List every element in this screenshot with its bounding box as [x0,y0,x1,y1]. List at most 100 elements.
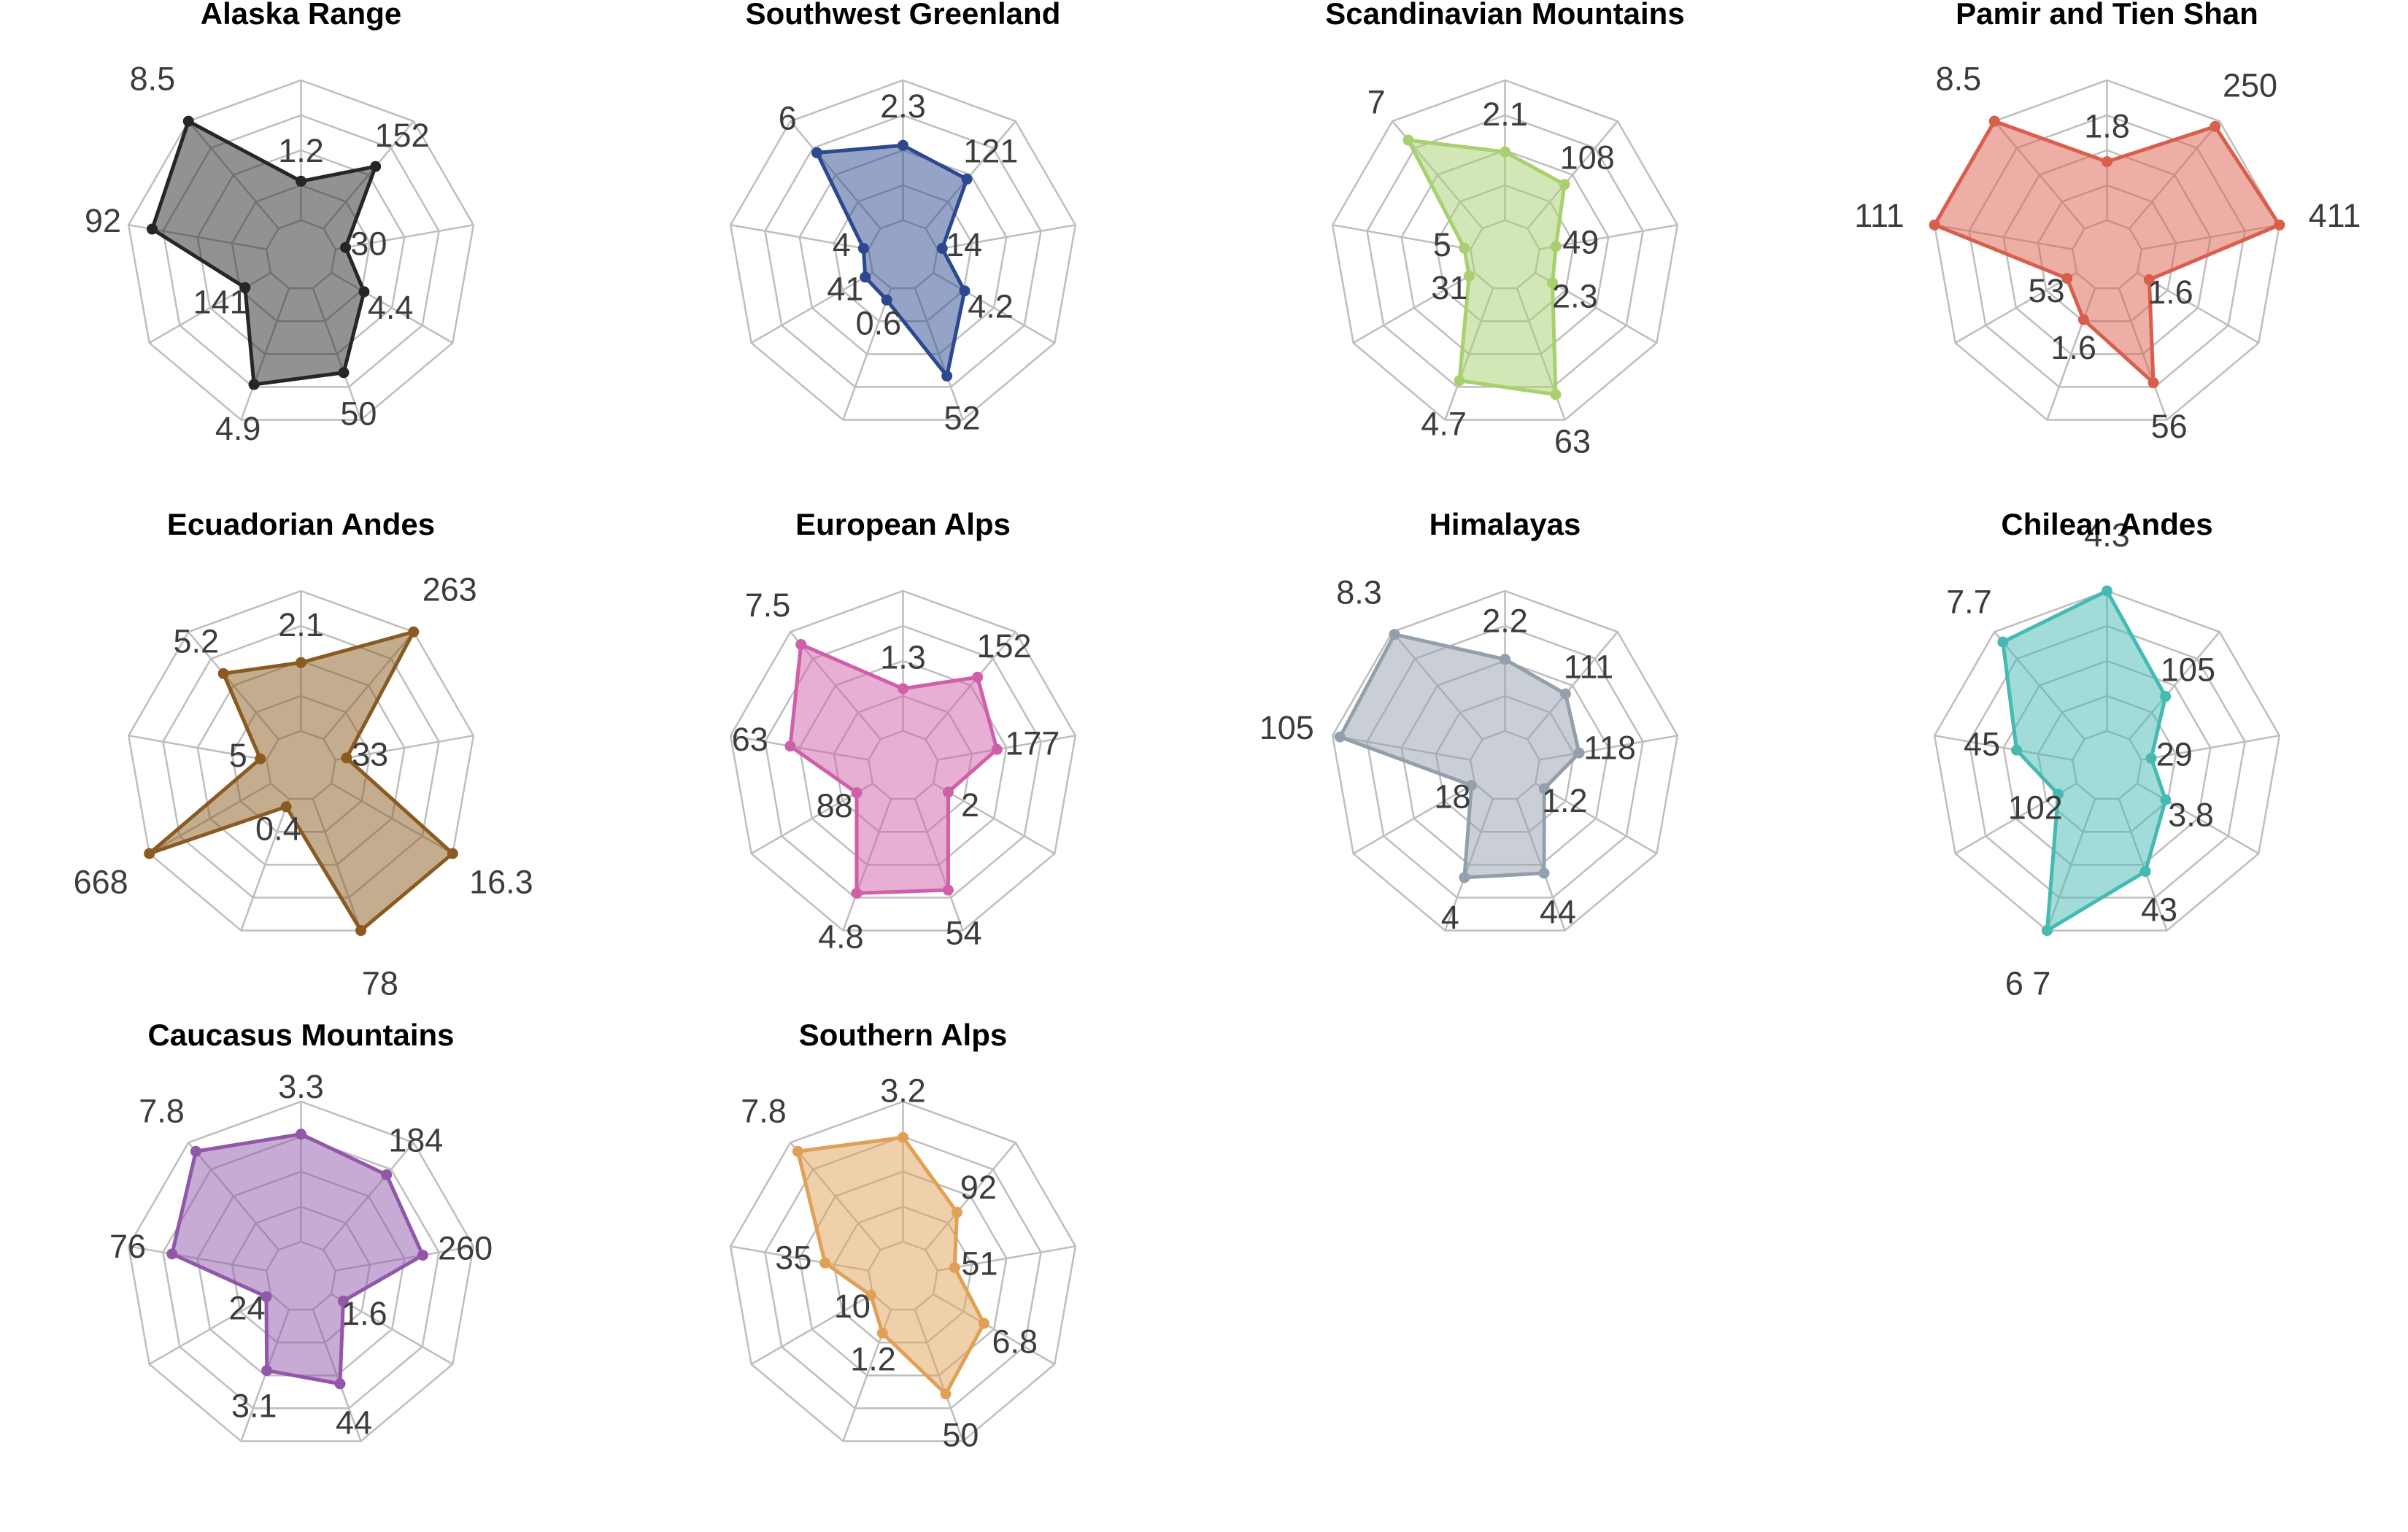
svg-text:44: 44 [336,1404,372,1441]
svg-text:4.3: 4.3 [2084,517,2130,554]
svg-text:45: 45 [1964,726,2000,763]
svg-text:10: 10 [834,1288,871,1325]
svg-text:2.2: 2.2 [1482,602,1528,639]
svg-text:Southern Alps: Southern Alps [799,1018,1007,1052]
svg-text:1.2: 1.2 [1542,782,1588,819]
svg-text:152: 152 [374,117,429,154]
svg-text:177: 177 [1005,725,1060,762]
svg-text:668: 668 [74,863,128,900]
svg-text:54: 54 [946,914,982,951]
svg-text:7.8: 7.8 [741,1092,787,1129]
svg-text:50: 50 [340,395,377,433]
svg-text:4.2: 4.2 [968,287,1014,325]
svg-text:5: 5 [229,737,247,774]
svg-text:2.3: 2.3 [1552,277,1598,314]
svg-text:76: 76 [109,1228,146,1265]
svg-text:1.6: 1.6 [341,1295,387,1332]
svg-text:88: 88 [817,787,853,824]
svg-text:51: 51 [961,1245,997,1282]
svg-text:2.1: 2.1 [1482,96,1528,133]
svg-text:102: 102 [2008,789,2063,827]
svg-text:43: 43 [2141,891,2177,928]
svg-text:7.8: 7.8 [139,1092,185,1129]
svg-text:5.2: 5.2 [173,623,219,660]
svg-text:263: 263 [422,570,477,608]
svg-text:31: 31 [1431,269,1467,306]
svg-text:1.8: 1.8 [2084,108,2130,145]
svg-text:108: 108 [1560,139,1615,177]
svg-text:3.2: 3.2 [880,1072,926,1110]
svg-text:5: 5 [1433,226,1451,263]
svg-text:53: 53 [2028,272,2064,309]
svg-text:1.2: 1.2 [850,1341,896,1378]
svg-text:European Alps: European Alps [795,507,1011,541]
svg-text:35: 35 [775,1239,811,1276]
svg-text:184: 184 [388,1122,443,1159]
svg-text:Himalayas: Himalayas [1429,507,1581,541]
svg-text:1.6: 1.6 [2050,329,2096,366]
svg-text:Ecuadorian Andes: Ecuadorian Andes [167,507,435,541]
svg-text:8.3: 8.3 [1336,574,1382,611]
svg-text:8.5: 8.5 [1936,60,1982,97]
svg-text:6.8: 6.8 [992,1323,1038,1360]
svg-text:4.8: 4.8 [818,918,864,956]
svg-text:3.1: 3.1 [231,1387,277,1424]
svg-text:14: 14 [946,226,982,263]
svg-text:111: 111 [1564,649,1613,686]
svg-text:118: 118 [1583,730,1636,767]
svg-text:0.6: 0.6 [856,304,902,341]
svg-text:16.3: 16.3 [469,863,533,900]
svg-text:4: 4 [833,226,851,263]
svg-text:41: 41 [827,271,863,308]
svg-text:1.3: 1.3 [880,639,926,676]
svg-text:24: 24 [228,1290,265,1327]
svg-text:Alaska Range: Alaska Range [201,0,401,31]
svg-text:92: 92 [960,1169,997,1206]
svg-text:3.3: 3.3 [278,1068,324,1105]
svg-text:105: 105 [2161,651,2215,689]
svg-text:111: 111 [1854,197,1904,234]
svg-text:52: 52 [943,399,980,436]
svg-text:6: 6 [779,99,797,136]
svg-text:50: 50 [942,1417,979,1454]
svg-text:Scandinavian Mountains: Scandinavian Mountains [1325,0,1684,31]
svg-text:4.4: 4.4 [368,289,414,326]
svg-text:4.9: 4.9 [215,410,261,447]
svg-text:2: 2 [961,786,979,824]
svg-text:Pamir and Tien Shan: Pamir and Tien Shan [1956,0,2258,31]
svg-text:44: 44 [1540,893,1576,930]
svg-text:0.4: 0.4 [255,811,301,848]
svg-text:2.3: 2.3 [880,88,926,125]
svg-text:Southwest Greenland: Southwest Greenland [746,0,1061,31]
svg-text:141: 141 [193,284,248,321]
svg-text:49: 49 [1562,224,1599,261]
svg-text:260: 260 [438,1229,493,1266]
svg-text:Chilean Andes: Chilean Andes [2001,507,2212,541]
svg-text:4.7: 4.7 [1421,405,1467,442]
svg-text:4: 4 [1441,899,1459,936]
svg-text:411: 411 [2309,197,2361,234]
svg-text:63: 63 [732,721,768,758]
svg-text:33: 33 [352,735,388,773]
svg-text:56: 56 [2151,408,2188,445]
svg-text:78: 78 [362,965,398,1002]
svg-text:121: 121 [963,133,1018,170]
svg-text:30: 30 [350,225,387,263]
svg-text:7: 7 [1367,84,1386,121]
svg-text:1.6: 1.6 [2147,274,2193,311]
svg-text:152: 152 [976,627,1031,665]
svg-text:8.5: 8.5 [130,60,176,97]
svg-text:2.1: 2.1 [278,606,324,643]
svg-text:29: 29 [2156,736,2193,773]
svg-text:18: 18 [1434,778,1470,816]
svg-text:105: 105 [1259,709,1314,746]
svg-text:Caucasus Mountains: Caucasus Mountains [147,1018,454,1052]
svg-text:250: 250 [2223,66,2277,104]
svg-text:6 7: 6 7 [2005,965,2051,1002]
svg-text:3.8: 3.8 [2168,796,2214,833]
svg-text:1.2: 1.2 [278,132,324,169]
svg-text:63: 63 [1554,422,1591,460]
svg-text:7.7: 7.7 [1946,584,1992,621]
svg-text:92: 92 [85,202,121,239]
svg-text:7.5: 7.5 [745,587,791,624]
